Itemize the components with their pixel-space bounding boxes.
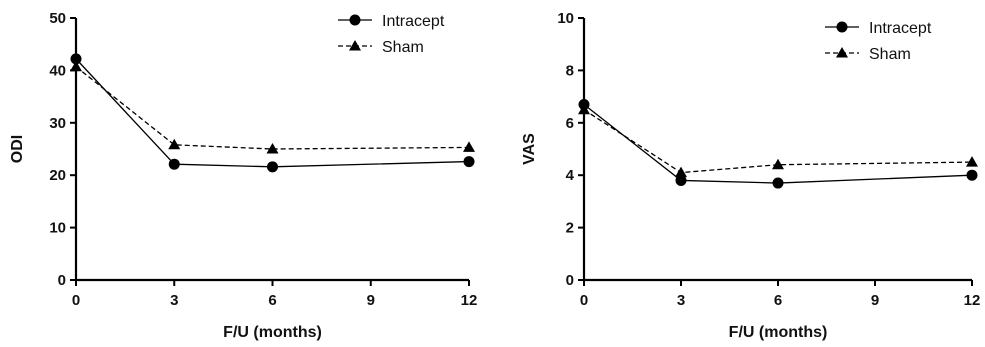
y-axis-title: VAS [521, 133, 538, 165]
x-axis-title: F/U (months) [223, 324, 322, 341]
data-point-circle [463, 156, 475, 168]
legend-entry-intracept: Intracept [825, 20, 932, 37]
series-intracept [578, 98, 978, 189]
y-tick-label: 30 [49, 115, 66, 132]
x-tick-label: 0 [580, 292, 588, 309]
y-tick-label: 6 [566, 115, 574, 132]
y-tick-label: 40 [49, 62, 66, 79]
data-point-triangle [463, 141, 475, 152]
chart-panel-2: 0 2 4 6 8 10 0 3 6 9 12 F/U (months) VAS Intracept Sha… [521, 10, 980, 341]
y-tick-label: 10 [49, 220, 66, 237]
y-axis-title: ODI [9, 135, 26, 163]
series-line [583, 109, 973, 174]
legend-entry-intracept: Intracept [338, 13, 445, 30]
legend-entry-sham: Sham [825, 46, 911, 63]
data-point-circle [267, 161, 278, 173]
y-tick-label: 2 [566, 220, 574, 237]
data-point-circle [70, 53, 82, 65]
legend-marker-circle [836, 21, 848, 33]
data-point-triangle [675, 166, 687, 178]
legend-entry-sham: Sham [338, 39, 424, 56]
legend-marker-triangle [836, 47, 848, 58]
y-tick-label: 50 [49, 10, 66, 27]
x-tick-label: 6 [774, 292, 782, 309]
x-tick-label: 3 [677, 292, 685, 309]
data-point-circle [675, 174, 687, 186]
data-point-triangle [578, 103, 590, 115]
x-tick-label: 9 [871, 292, 879, 309]
series-sham [578, 103, 978, 178]
x-tick-label: 0 [72, 292, 80, 309]
x-tick-label: 12 [964, 292, 981, 309]
data-point-triangle [772, 158, 784, 170]
data-point-circle [772, 177, 784, 189]
series-line [75, 58, 470, 168]
y-tick-label: 0 [58, 272, 66, 289]
legend-label: Intracept [869, 20, 932, 37]
data-point-triangle [70, 60, 82, 72]
legend-label: Sham [869, 46, 911, 63]
y-tick-label: 10 [557, 10, 574, 27]
y-tick-label: 8 [566, 62, 574, 79]
x-tick-label: 6 [268, 292, 276, 309]
series-sham [70, 60, 475, 154]
data-point-triangle [966, 156, 978, 167]
y-tick-label: 4 [566, 167, 575, 184]
x-tick-label: 9 [367, 292, 375, 309]
data-point-triangle [168, 138, 181, 150]
legend-label: Intracept [382, 13, 445, 30]
series-intracept [70, 53, 475, 173]
x-axis-title: F/U (months) [729, 324, 828, 341]
series-line [583, 103, 973, 184]
chart-panel-1: 0 10 20 30 40 50 0 3 6 9 12 F/U (months) ODI Intracep… [9, 10, 477, 341]
x-tick-label: 12 [461, 292, 478, 309]
y-tick-label: 20 [49, 167, 66, 184]
series-line [75, 66, 470, 150]
data-point-circle [168, 158, 180, 170]
data-point-circle [966, 169, 978, 181]
y-tick-label: 0 [566, 272, 574, 289]
x-tick-label: 3 [170, 292, 178, 309]
legend-marker-circle [349, 14, 361, 26]
legend-marker-triangle [349, 40, 361, 51]
data-point-triangle [266, 143, 279, 154]
legend-label: Sham [382, 39, 424, 56]
